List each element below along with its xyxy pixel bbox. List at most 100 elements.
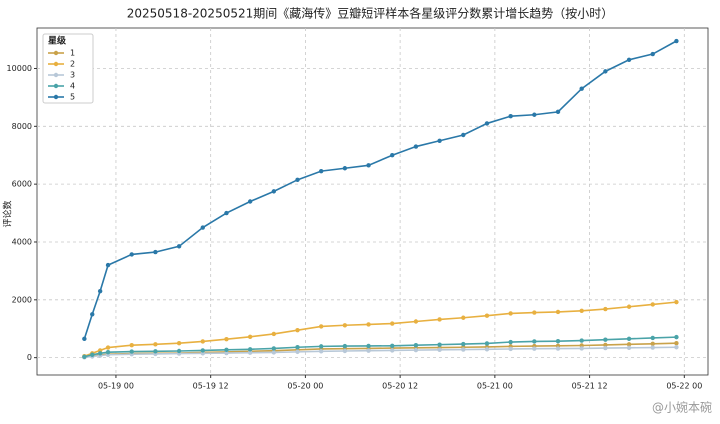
x-tick-label: 05-19 00 [98,382,134,391]
data-point [626,342,632,347]
legend-marker [53,72,59,78]
data-point [342,343,348,349]
data-point [626,336,632,342]
data-point [650,345,655,350]
data-point [366,348,371,353]
data-point [342,323,348,328]
data-point [579,346,584,351]
series-line [84,301,677,357]
data-point [532,112,537,117]
x-tick-label: 05-19 12 [193,382,229,391]
data-point [626,304,632,309]
data-point [105,262,111,268]
data-point [271,331,277,337]
x-tick-label: 05-22 00 [666,382,702,391]
data-point [579,308,584,314]
data-point [461,341,466,347]
data-point [626,345,632,351]
data-point [318,344,324,349]
series-line [83,40,677,340]
data-point [200,225,205,230]
y-tick-label: 10000 [7,64,32,73]
data-point [224,336,229,342]
data-point [82,354,87,359]
watermark: @小婉本碗 [652,400,712,415]
data-point [603,345,608,351]
data-point [271,346,277,351]
legend-label: 1 [70,49,75,58]
data-point [413,319,419,324]
data-point [603,337,608,342]
data-point [105,349,111,355]
x-tick-label: 05-20 12 [382,382,418,391]
data-point [247,347,253,352]
data-point [90,352,95,357]
data-point [366,322,371,327]
data-point [200,339,205,344]
data-point [271,350,277,355]
data-point [318,168,324,174]
data-point [97,288,103,294]
data-point [555,338,561,344]
data-point [247,350,253,355]
data-point [484,121,490,126]
legend-marker [53,83,59,89]
data-point [82,336,87,342]
data-point [295,349,300,355]
data-point [97,351,103,356]
y-tick-label: 0 [27,353,32,362]
legend-label: 3 [70,71,75,80]
data-point [342,348,348,354]
data-point [650,302,655,307]
series-line [84,336,677,358]
data-point [413,347,419,353]
data-point [342,166,348,171]
data-point [508,311,513,316]
data-point [508,346,513,352]
x-tick-label: 05-21 00 [477,382,513,391]
data-point [105,345,111,350]
data-point [413,343,419,348]
data-point [508,113,513,119]
data-point [484,347,490,352]
data-point [437,342,442,347]
data-point [461,315,466,320]
data-point [484,341,490,346]
legend-marker [53,61,59,67]
data-point [413,144,419,149]
data-point [200,348,205,353]
data-point [366,163,371,168]
data-point [674,340,679,346]
y-tick-label: 6000 [12,180,32,189]
data-point [390,343,395,348]
data-point [176,348,182,354]
data-point [176,340,182,346]
data-point [532,346,537,351]
data-point [295,177,300,183]
data-point [532,310,537,315]
data-point [295,327,300,333]
data-point [603,306,608,312]
data-point [318,324,324,329]
chart-title: 20250518-20250521期间《藏海传》豆瓣短评样本各星级评分数累计增长… [127,6,614,21]
data-point [437,138,442,143]
data-point [603,342,608,348]
data-point [153,349,158,354]
data-point [532,339,537,344]
y-tick-label: 4000 [12,237,32,246]
data-point [390,348,395,353]
data-point [366,343,371,349]
data-point [153,249,158,255]
data-point [674,345,679,350]
data-point [437,347,442,353]
data-point [484,313,490,318]
data-point [674,38,679,44]
data-point [579,338,584,343]
data-point [153,342,158,347]
data-point [224,347,229,353]
data-point [224,210,229,216]
data-point [674,299,679,305]
data-point [271,189,277,194]
x-tick-label: 05-21 12 [572,382,608,391]
